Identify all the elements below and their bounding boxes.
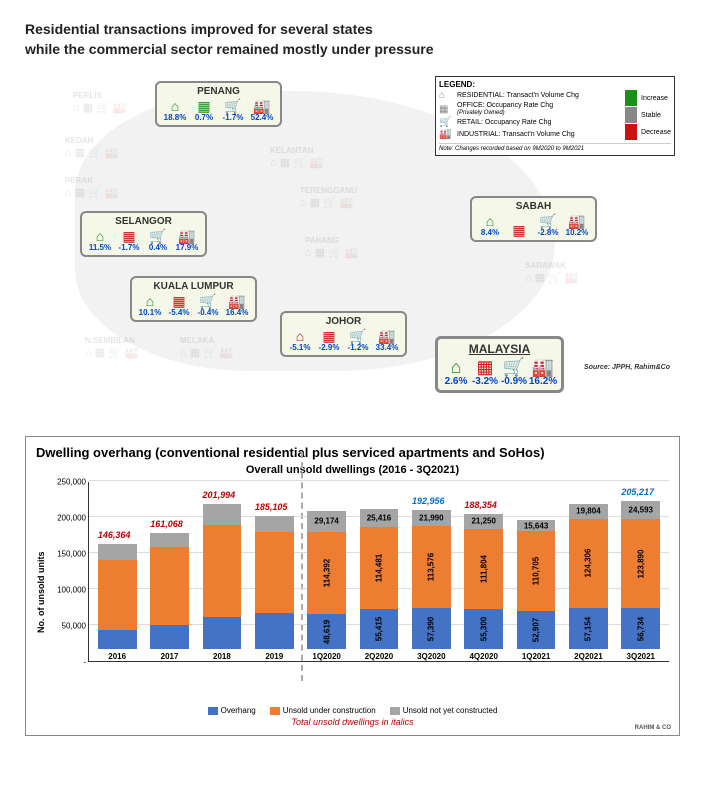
y-axis-label: No. of unsold units bbox=[36, 482, 50, 702]
bar-column: 57,390 113,576 21,990192,9563Q2020 bbox=[407, 510, 455, 661]
bar-column: 201,9942018 bbox=[198, 504, 246, 661]
bar-column: 146,3642016 bbox=[93, 544, 141, 661]
map-infographic: LEGEND: ⌂RESIDENTIAL: Transact'n Volume … bbox=[25, 71, 680, 421]
callout-sabah: SABAH ⌂8.4% ▦ 🛒-2.8% 🏭10.2% bbox=[470, 196, 597, 242]
chart-legend: Overhang Unsold under construction Unsol… bbox=[36, 706, 669, 715]
chart-bars: 146,3642016 161,0682017 201,9942018 185,… bbox=[88, 482, 669, 662]
bar-column: 161,0682017 bbox=[145, 533, 193, 661]
bar-column: 55,415 114,481 25,4162Q2020 bbox=[355, 509, 403, 662]
overhang-chart: Dwelling overhang (conventional resident… bbox=[25, 436, 680, 736]
map-legend: LEGEND: ⌂RESIDENTIAL: Transact'n Volume … bbox=[435, 76, 675, 156]
callout-kl: KUALA LUMPUR ⌂10.1% ▦-5.4% 🛒-0.4% 🏭16.4% bbox=[130, 276, 257, 322]
source-text: Source: JPPH, Rahim&Co bbox=[584, 364, 670, 371]
bar-column: 52,907 110,705 15,6431Q2021 bbox=[512, 520, 560, 661]
callout-johor: JOHOR ⌂-5.1% ▦-2.9% 🛒-1.2% 🏭33.4% bbox=[280, 311, 407, 357]
chart-subtitle: Overall unsold dwellings (2016 - 3Q2021) bbox=[36, 464, 669, 476]
page-title: Residential transactions improved for se… bbox=[25, 20, 680, 59]
callout-selangor: SELANGOR ⌂11.5% ▦-1.7% 🛒0.4% 🏭17.9% bbox=[80, 211, 207, 257]
brand-text: RAHIM & CO bbox=[635, 725, 671, 731]
bar-column: 55,300 111,804 21,250188,3544Q2020 bbox=[460, 514, 508, 662]
bar-column: 57,154 124,306 19,8042Q2021 bbox=[564, 504, 612, 661]
callout-penang: PENANG ⌂18.8% ▦0.7% 🛒-1.7% 🏭52.4% bbox=[155, 81, 282, 127]
y-axis: -50,000100,000150,000200,000250,000 bbox=[50, 482, 88, 702]
bar-column: 185,1052019 bbox=[250, 516, 298, 661]
bar-column: 56,734 123,890 24,593205,2173Q2021 bbox=[617, 501, 665, 661]
chart-title: Dwelling overhang (conventional resident… bbox=[36, 445, 669, 460]
callout-malaysia: MALAYSIA ⌂2.6% ▦-3.2% 🛒-0.9% 🏭16.2% bbox=[435, 336, 564, 393]
chart-footnote: Total unsold dwellings in italics bbox=[36, 717, 669, 727]
bar-column: 48,619 114,392 29,1741Q2020 bbox=[302, 511, 350, 661]
